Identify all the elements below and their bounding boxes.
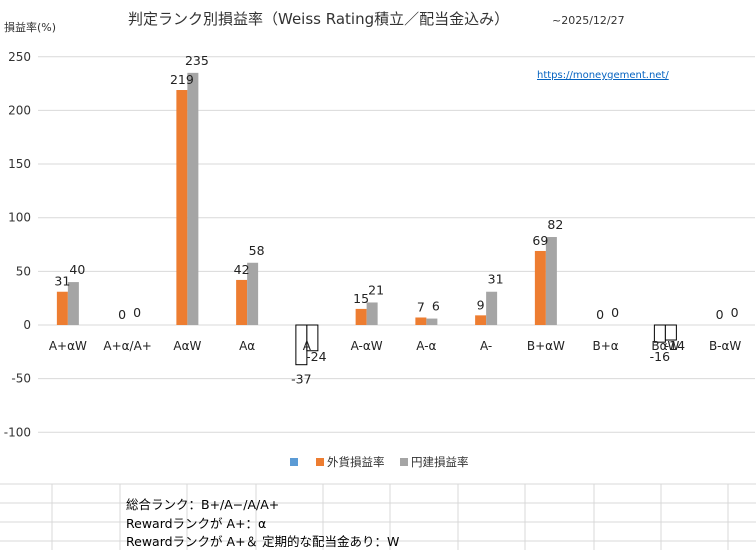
data-label-jpy: 21 — [368, 282, 384, 297]
data-label-jpy: 31 — [488, 272, 504, 287]
data-label-fx: 15 — [353, 291, 369, 306]
data-label-jpy: 235 — [185, 53, 209, 68]
bar-series — [56, 72, 677, 366]
bar-jpy-return — [67, 282, 79, 325]
bar-fx-return — [534, 250, 546, 325]
bar-jpy-return — [247, 262, 259, 325]
bar-fx-return — [355, 308, 367, 325]
x-category-label: B+αW — [527, 339, 565, 353]
y-axis-ticks: -100 -50 0 50 100 150 200 250 — [4, 50, 31, 440]
y-tick-label: 150 — [8, 157, 31, 171]
x-category-label: BαW — [651, 339, 679, 353]
y-tick-label: 250 — [8, 50, 31, 64]
data-label-fx: -37 — [291, 372, 311, 387]
bar-jpy-return — [366, 302, 378, 325]
data-label-jpy: 58 — [249, 243, 265, 258]
bar-fx-return — [475, 315, 487, 325]
note-reward-w: Rewardランクが A+＆ 定期的な配当金あり：W — [126, 534, 400, 549]
data-label-jpy: 0 — [731, 305, 739, 320]
data-label-fx: 0 — [596, 307, 604, 322]
data-label-jpy: -24 — [306, 349, 326, 364]
note-overall-rank: 総合ランク：B+/A−/A/A+ — [126, 497, 280, 512]
legend-swatch-fx — [316, 458, 324, 466]
data-label-jpy: 0 — [611, 305, 619, 320]
legend-swatch-jpy — [400, 458, 408, 466]
chart-title: 判定ランク別損益率（Weiss Rating積立／配当金込み） — [128, 10, 509, 28]
data-label-fx: 7 — [417, 299, 425, 314]
y-tick-label: 200 — [8, 103, 31, 117]
bar-jpy-return — [187, 72, 199, 325]
data-label-jpy: 0 — [133, 305, 141, 320]
x-category-label: AαW — [173, 339, 201, 353]
data-label-fx: 42 — [234, 262, 250, 277]
x-category-label: A- — [480, 339, 492, 353]
x-category-label: A+αW — [49, 339, 87, 353]
x-category-label: A-α — [416, 339, 436, 353]
x-category-label: B+α — [593, 339, 619, 353]
data-label-fx: 31 — [54, 274, 70, 289]
data-label-fx: 9 — [477, 297, 485, 312]
source-link[interactable]: https://moneygement.net/ — [537, 70, 669, 81]
y-tick-label: 100 — [8, 211, 31, 225]
legend-label-fx: 外貨損益率 — [327, 455, 385, 469]
spreadsheet-grid — [0, 483, 756, 550]
x-category-label: Aα — [239, 339, 255, 353]
x-category-label: A — [303, 339, 312, 353]
data-label-fx: -16 — [650, 349, 670, 364]
legend-label-jpy: 円建損益率 — [411, 455, 469, 469]
data-label-jpy: -14 — [665, 338, 685, 353]
gridlines — [38, 56, 755, 433]
data-label-jpy: 40 — [69, 262, 85, 277]
bar-jpy-return — [664, 324, 677, 341]
data-label-jpy: 6 — [432, 299, 440, 314]
x-axis-categories: A+αW A+α/A+ AαW Aα A A-αW A-α A- B+αW B+α BαW B-αW — [49, 339, 742, 353]
legend: 外貨損益率 円建損益率 — [290, 455, 469, 469]
date-note: ~2025/12/27 — [552, 14, 625, 27]
data-label-fx: 0 — [118, 307, 126, 322]
bar-jpy-return — [545, 237, 557, 325]
data-label-fx: 69 — [532, 233, 548, 248]
bar-fx-return — [236, 279, 248, 325]
y-tick-label: 0 — [23, 318, 31, 332]
data-label-fx: 219 — [170, 72, 194, 87]
legend-swatch-blank — [290, 458, 298, 466]
data-label-jpy: 82 — [547, 217, 563, 232]
bar-fx-return — [415, 317, 427, 325]
data-label-fx: 0 — [716, 307, 724, 322]
bar-jpy-return — [486, 291, 498, 325]
y-tick-label: -50 — [11, 372, 31, 386]
y-axis-label: 損益率(%) — [4, 20, 56, 34]
x-category-label: A+α/A+ — [103, 339, 151, 353]
x-category-label: A-αW — [351, 339, 383, 353]
bar-fx-return — [176, 90, 188, 325]
bar-jpy-return — [426, 318, 438, 325]
note-reward-alpha: Rewardランクが A+：α — [126, 516, 267, 531]
y-tick-label: -100 — [4, 425, 31, 439]
bar-jpy-return — [306, 324, 319, 352]
x-category-label: B-αW — [709, 339, 741, 353]
y-tick-label: 50 — [16, 264, 31, 278]
bar-fx-return — [56, 291, 68, 325]
